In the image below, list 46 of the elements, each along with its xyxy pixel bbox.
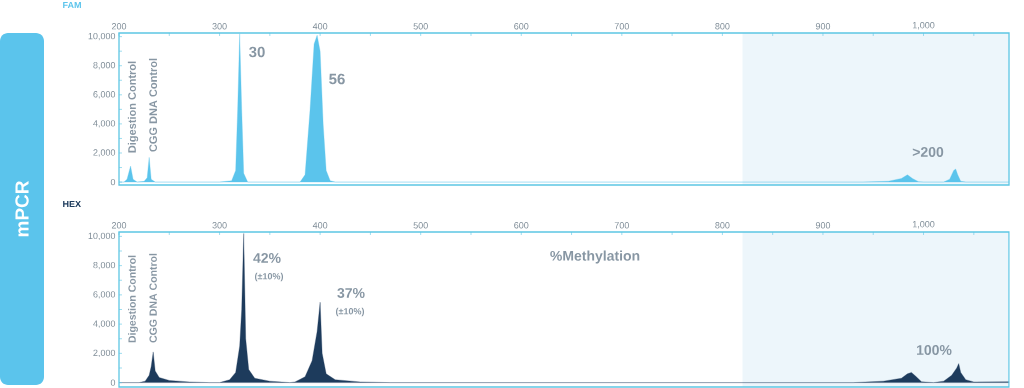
x-tick-label: 1,000 xyxy=(912,221,935,229)
x-tick-label: 800 xyxy=(715,222,730,229)
x-tick-label: 1,000 xyxy=(912,22,935,30)
x-tick-label: 900 xyxy=(815,222,831,229)
annotation: 100% xyxy=(916,345,952,355)
y-tick-label: 6,000 xyxy=(93,91,116,99)
y-tick-label: 10,000 xyxy=(88,32,116,41)
annotation: (±10%) xyxy=(254,272,284,282)
annotation: Digestion Control xyxy=(127,61,139,153)
x-tick-label: 900 xyxy=(815,23,831,30)
x-tick-label: 300 xyxy=(212,23,227,30)
text: mPCR xyxy=(15,180,29,237)
annotation: >200 xyxy=(912,147,944,157)
x-tick-label: 500 xyxy=(413,222,428,229)
x-tick-label: 800 xyxy=(715,23,730,30)
y-tick-label: 2,000 xyxy=(93,149,116,157)
y-tick-label: 8,000 xyxy=(93,62,116,70)
y-tick-label: 4,000 xyxy=(93,120,116,128)
annotation: 56 xyxy=(329,73,345,85)
annotation: (±10%) xyxy=(335,307,365,317)
y-tick-label: 4,000 xyxy=(93,320,116,328)
x-tick-label: 700 xyxy=(614,23,629,30)
x-tick-label: 500 xyxy=(413,23,428,30)
y-tick-label: 10,000 xyxy=(88,232,116,241)
x-tick-label: 700 xyxy=(614,222,629,229)
annotation: Digestion Control xyxy=(128,255,138,343)
y-tick-label: 0 xyxy=(110,178,116,186)
annotation: 37% xyxy=(337,288,365,298)
x-tick-label: 400 xyxy=(312,23,328,30)
annotation: 30 xyxy=(249,46,265,58)
y-tick-label: 6,000 xyxy=(93,291,116,299)
x-tick-label: 600 xyxy=(514,23,529,30)
annotation: 42% xyxy=(253,253,281,263)
x-tick-label: 400 xyxy=(312,222,328,229)
annotation: CGG DNA Control xyxy=(149,253,157,343)
x-tick-label: 300 xyxy=(212,222,227,229)
x-tick-label: 600 xyxy=(514,222,529,229)
x-tick-label: 200 xyxy=(111,23,127,30)
chart-title: FAM xyxy=(63,1,81,9)
x-tick-label: 200 xyxy=(111,222,127,229)
y-tick-label: 0 xyxy=(110,379,116,386)
annotation: %Methylation xyxy=(550,250,640,264)
annotation: CGG DNA Control xyxy=(148,58,158,152)
y-tick-label: 8,000 xyxy=(93,261,116,270)
chart-title: HEX xyxy=(63,200,81,208)
y-tick-label: 2,000 xyxy=(93,349,116,358)
